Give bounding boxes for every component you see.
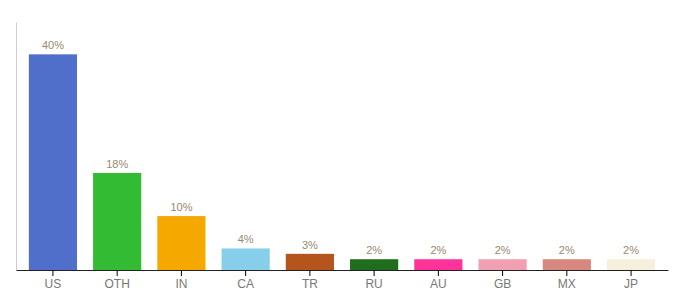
- x-tick: RU: [365, 270, 382, 291]
- bar: [93, 173, 141, 270]
- x-tick: AU: [430, 270, 447, 291]
- x-tick: OTH: [105, 270, 130, 291]
- data-label: 40%: [42, 39, 64, 51]
- x-tick-label: AU: [430, 277, 447, 291]
- x-tick-label: MX: [558, 277, 576, 291]
- x-tick-label: TR: [302, 277, 318, 291]
- data-label: 2%: [623, 244, 639, 256]
- x-tick-label: OTH: [105, 277, 130, 291]
- x-tick-mark: [117, 270, 118, 276]
- data-label: 2%: [366, 244, 382, 256]
- data-label: 4%: [238, 233, 254, 245]
- x-tick: CA: [237, 270, 254, 291]
- x-tick: US: [45, 270, 62, 291]
- x-tick-mark: [502, 270, 503, 276]
- bar: [607, 259, 655, 270]
- x-tick-mark: [52, 270, 53, 276]
- x-tick-mark: [438, 270, 439, 276]
- data-label: 10%: [170, 201, 192, 213]
- bar: [29, 54, 77, 270]
- x-tick-mark: [181, 270, 182, 276]
- x-tick: GB: [494, 270, 511, 291]
- bar: [543, 259, 591, 270]
- plot-area: 40% 18% 10% 4% 3% 2% 2% 2% 2% 2% US OTH IN CA TR RU AU GB…: [17, 23, 669, 291]
- y-axis-line: [16, 23, 17, 271]
- bar: [479, 259, 527, 270]
- bar: [157, 216, 205, 270]
- y-axis: [16, 23, 17, 271]
- x-tick-label: RU: [365, 277, 382, 291]
- data-labels: 40% 18% 10% 4% 3% 2% 2% 2% 2% 2%: [42, 39, 639, 256]
- x-tick-label: CA: [237, 277, 254, 291]
- chart-svg: 40% 18% 10% 4% 3% 2% 2% 2% 2% 2% US OTH IN CA TR RU AU GB…: [0, 0, 680, 300]
- x-axis: US OTH IN CA TR RU AU GB MX JP: [17, 270, 669, 291]
- x-tick-mark: [309, 270, 310, 276]
- x-tick-mark: [566, 270, 567, 276]
- bar: [222, 248, 270, 270]
- x-tick-mark: [245, 270, 246, 276]
- x-axis-line: [17, 270, 669, 271]
- bar: [414, 259, 462, 270]
- data-label: 18%: [106, 158, 128, 170]
- x-tick: IN: [175, 270, 187, 291]
- x-tick: TR: [302, 270, 318, 291]
- data-label: 2%: [559, 244, 575, 256]
- data-label: 2%: [430, 244, 446, 256]
- bars: [29, 54, 655, 270]
- x-tick-mark: [631, 270, 632, 276]
- x-tick-label: GB: [494, 277, 511, 291]
- chart-container: 40% 18% 10% 4% 3% 2% 2% 2% 2% 2% US OTH IN CA TR RU AU GB…: [0, 0, 680, 300]
- data-label: 3%: [302, 239, 318, 251]
- x-tick-label: JP: [624, 277, 638, 291]
- data-label: 2%: [495, 244, 511, 256]
- x-tick-mark: [374, 270, 375, 276]
- x-tick: MX: [558, 270, 576, 291]
- x-tick-label: US: [45, 277, 62, 291]
- bar: [286, 254, 334, 270]
- x-tick: JP: [624, 270, 638, 291]
- x-tick-label: IN: [175, 277, 187, 291]
- bar: [350, 259, 398, 270]
